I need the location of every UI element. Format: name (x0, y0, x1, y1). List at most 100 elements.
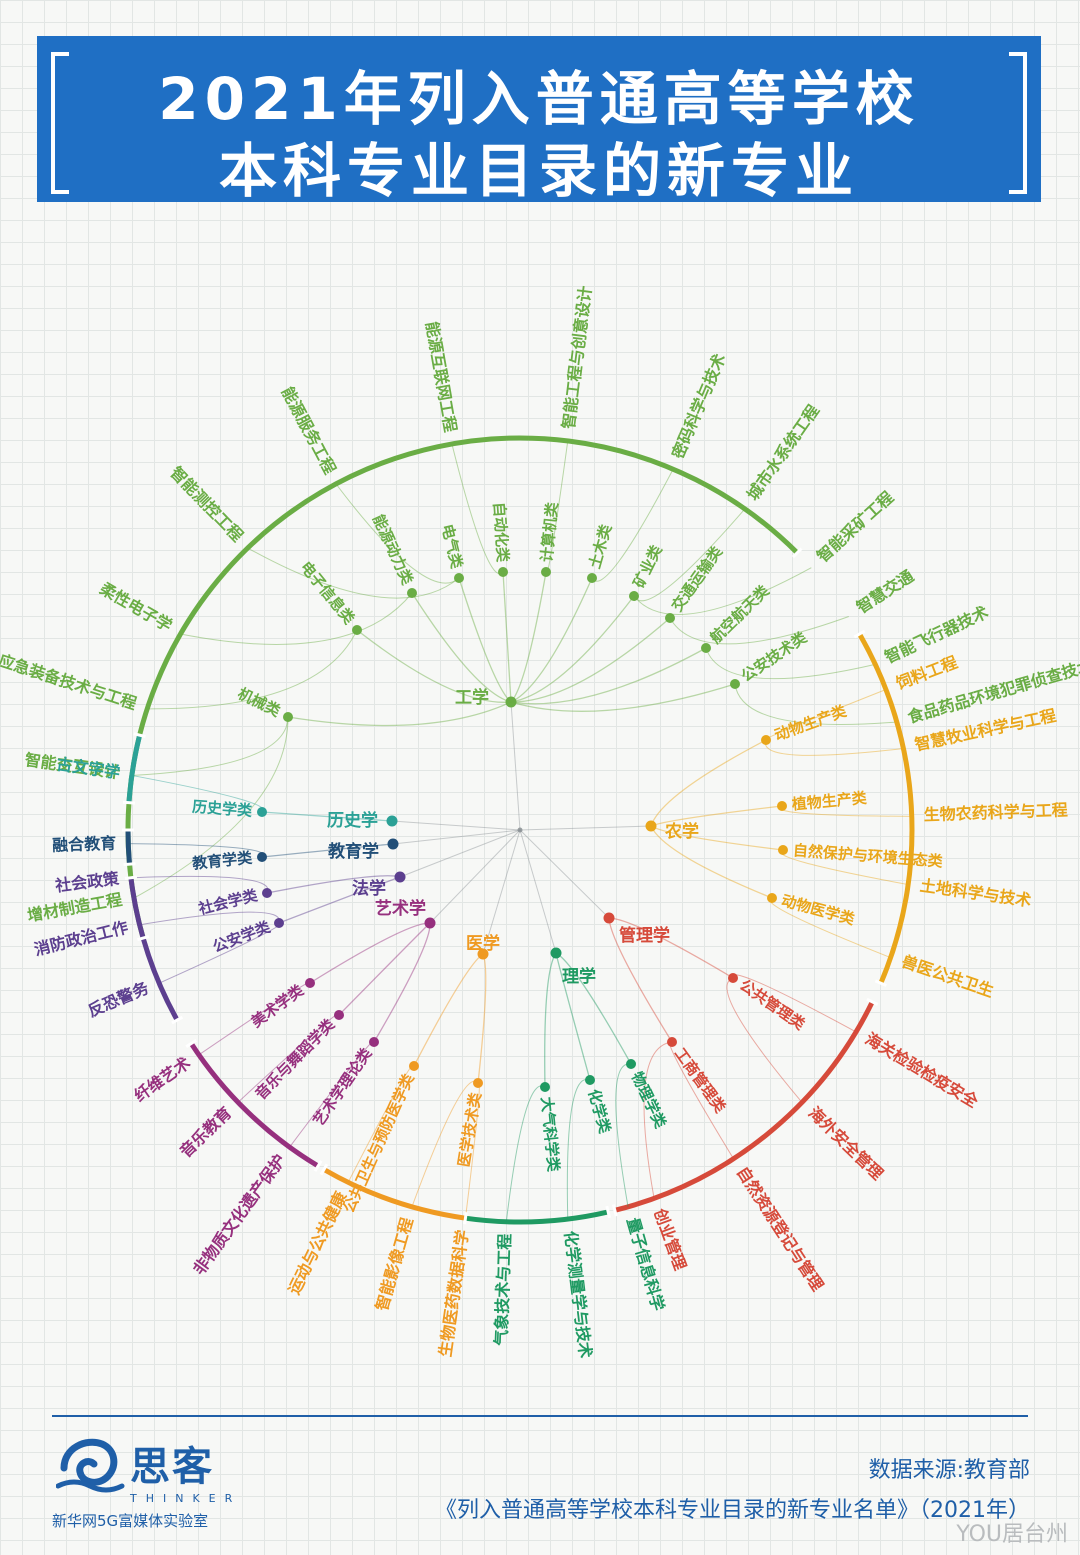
category-label: 植物生产类 (791, 789, 868, 814)
category-node (257, 852, 267, 862)
category-link (608, 917, 734, 979)
major-link (289, 1040, 375, 1148)
category-node (667, 1037, 677, 1047)
thinker-logo: 思客 THINKER 新华网5G富媒体实验室 (52, 1432, 252, 1532)
category-label: 矿业类 (630, 541, 666, 590)
major-label: 纤维艺术 (131, 1053, 194, 1105)
major-label: 智能工程与创意设计 (559, 285, 595, 430)
category-label: 物理学类 (628, 1069, 670, 1132)
major-link (128, 843, 264, 858)
major-link (158, 922, 281, 984)
discipline-ring-arc (128, 877, 180, 1022)
category-link (510, 577, 593, 703)
discipline-label: 管理学 (619, 925, 670, 946)
category-label: 自动化类 (490, 502, 512, 564)
discipline-ring-arc (126, 734, 143, 803)
category-link (510, 683, 736, 712)
major-link (411, 1080, 479, 1207)
category-link (458, 577, 512, 703)
ring-tick (313, 1160, 323, 1172)
major-label: 城市水系统工程 (743, 401, 823, 504)
category-node (274, 918, 284, 928)
category-label: 化学类 (585, 1087, 615, 1136)
major-link (451, 443, 504, 575)
major-link (347, 1064, 415, 1183)
data-source-label: 数据来源:教育部 (868, 1458, 1030, 1483)
category-link (510, 647, 707, 705)
discipline-node (386, 815, 398, 827)
category-node (701, 643, 711, 653)
ring-tick (133, 732, 146, 739)
ring-tick (137, 934, 150, 942)
discipline-label: 理学 (562, 966, 596, 987)
major-label: 音乐教育 (176, 1103, 235, 1161)
major-link (732, 974, 857, 1033)
major-label: 增材制造工程 (26, 890, 124, 925)
category-node (778, 845, 788, 855)
major-link (734, 683, 897, 726)
root-link (482, 829, 521, 955)
category-node (585, 1075, 595, 1085)
category-label: 交通运输类 (668, 542, 727, 614)
major-link (669, 1040, 734, 1160)
ring-tick (123, 862, 136, 867)
category-link (510, 571, 547, 703)
ring-tick (605, 1205, 611, 1219)
category-label: 公共管理类 (736, 976, 809, 1034)
category-link (502, 571, 512, 703)
discipline-ring-arc (857, 632, 915, 985)
category-node (629, 591, 639, 601)
discipline-node (550, 947, 562, 959)
discipline-label: 教育学 (327, 841, 379, 862)
category-node (473, 1078, 483, 1088)
category-link (510, 595, 635, 703)
title-banner: 2021年列入普通高等学校 本科专业目录的新专业 (37, 36, 1041, 205)
major-label: 能源服务工程 (278, 384, 340, 478)
major-link (131, 716, 289, 776)
category-link (608, 917, 673, 1043)
major-label: 生物农药科学与工程 (923, 800, 1068, 824)
category-node (352, 625, 362, 635)
major-label: 运动与公共健康 (284, 1188, 351, 1298)
discipline-node (387, 838, 399, 850)
ring-tick (874, 979, 887, 987)
footer-divider (52, 1415, 1028, 1417)
root-link (399, 829, 521, 878)
category-link (338, 922, 431, 1016)
category-label: 电气类 (438, 522, 466, 571)
major-label: 消防政治工作 (32, 918, 130, 960)
discipline-node (424, 917, 436, 929)
root-link (519, 829, 610, 919)
logo-subtitle: 新华网5G富媒体实验室 (52, 1512, 209, 1530)
category-label: 自然保护与环境生态类 (792, 841, 944, 870)
major-link (591, 468, 674, 582)
major-link (464, 1081, 480, 1219)
discipline-node (505, 696, 517, 708)
category-node (728, 973, 738, 983)
major-label: 能源互联网工程 (422, 320, 460, 434)
category-node (454, 573, 464, 583)
major-label: 古文字学 (55, 754, 121, 782)
major-label: 智能测控工程 (167, 463, 247, 545)
category-label: 动物生产类 (772, 702, 850, 745)
discipline-label: 农学 (664, 821, 699, 842)
category-link (555, 952, 632, 1065)
category-node (540, 1082, 550, 1092)
major-label: 应急装备技术与工程 (0, 651, 139, 714)
category-label: 教育学类 (190, 848, 254, 872)
category-node (407, 588, 417, 598)
category-label: 公安学类 (210, 917, 273, 956)
category-node (262, 888, 272, 898)
discipline-node (477, 948, 489, 960)
category-node (305, 978, 315, 988)
major-link (615, 1063, 632, 1207)
ring-tick (866, 997, 879, 1006)
major-link (726, 977, 803, 1103)
category-node (665, 613, 675, 623)
title-line-2: 本科专业目录的新专业 (218, 137, 859, 205)
discipline-ring-arc (125, 829, 132, 865)
category-label: 工商管理类 (671, 1045, 730, 1117)
category-node (626, 1059, 636, 1069)
major-label: 非物质文化遗产保护 (189, 1151, 289, 1279)
